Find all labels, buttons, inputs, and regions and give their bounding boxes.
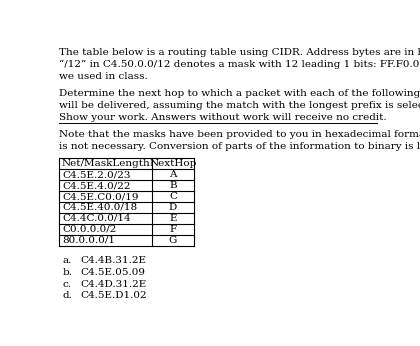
- Text: C4.5E.2.0/23: C4.5E.2.0/23: [62, 170, 131, 179]
- Text: D: D: [169, 203, 177, 212]
- Text: C: C: [169, 192, 177, 201]
- Text: b.: b.: [62, 268, 72, 277]
- Text: The table below is a routing table using CIDR. Address bytes are in hexadecimal.: The table below is a routing table using…: [59, 48, 420, 57]
- Text: a.: a.: [62, 256, 72, 265]
- Text: C4.4D.31.2E: C4.4D.31.2E: [80, 280, 147, 289]
- Text: Net/MaskLength: Net/MaskLength: [61, 159, 150, 168]
- Text: is not necessary. Conversion of parts of the information to binary is likely to : is not necessary. Conversion of parts of…: [59, 142, 420, 151]
- Text: E: E: [169, 214, 177, 223]
- Text: G: G: [169, 236, 177, 245]
- Text: c.: c.: [62, 280, 71, 289]
- Text: will be delivered, assuming the match with the longest prefix is selected.: will be delivered, assuming the match wi…: [59, 101, 420, 110]
- Text: NextHop: NextHop: [149, 159, 197, 168]
- Text: B: B: [169, 181, 177, 190]
- Text: C4.4C.0.0/14: C4.4C.0.0/14: [62, 214, 131, 223]
- Text: C4.4B.31.2E: C4.4B.31.2E: [80, 256, 146, 265]
- Text: C4.5E.4.0/22: C4.5E.4.0/22: [62, 181, 131, 190]
- Text: C4.5E.D1.02: C4.5E.D1.02: [80, 291, 147, 300]
- Text: Note that the masks have been provided to you in hexadecimal format. Conversion : Note that the masks have been provided t…: [59, 130, 420, 139]
- Text: d.: d.: [62, 291, 72, 300]
- Text: A: A: [169, 170, 177, 179]
- Text: “/12” in C4.50.0.0/12 denotes a mask with 12 leading 1 bits: FF.F0.0.0. This is : “/12” in C4.50.0.0/12 denotes a mask wit…: [59, 60, 420, 69]
- Text: C4.5E.05.09: C4.5E.05.09: [80, 268, 145, 277]
- Text: F: F: [169, 225, 176, 234]
- Text: we used in class.: we used in class.: [59, 72, 148, 81]
- Text: C0.0.0.0/2: C0.0.0.0/2: [62, 225, 117, 234]
- Text: C4.5E.40.0/18: C4.5E.40.0/18: [62, 203, 137, 212]
- Text: Determine the next hop to which a packet with each of the following destination : Determine the next hop to which a packet…: [59, 89, 420, 98]
- Text: C4.5E.C0.0/19: C4.5E.C0.0/19: [62, 192, 139, 201]
- Text: 80.0.0.0/1: 80.0.0.0/1: [62, 236, 115, 245]
- Text: Show your work. Answers without work will receive no credit.: Show your work. Answers without work wil…: [59, 113, 387, 122]
